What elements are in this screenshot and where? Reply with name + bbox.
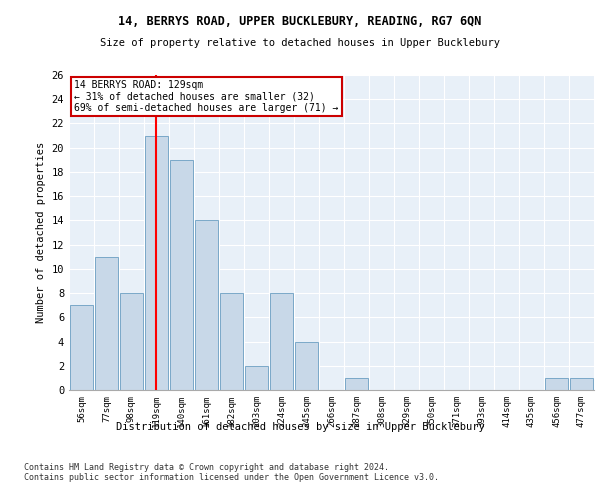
Bar bbox=[245, 366, 268, 390]
Bar bbox=[95, 256, 118, 390]
Bar bbox=[145, 136, 169, 390]
Bar bbox=[119, 293, 143, 390]
Bar bbox=[194, 220, 218, 390]
Bar bbox=[545, 378, 568, 390]
Text: Contains HM Land Registry data © Crown copyright and database right 2024.
Contai: Contains HM Land Registry data © Crown c… bbox=[24, 462, 439, 482]
Bar bbox=[569, 378, 593, 390]
Text: Size of property relative to detached houses in Upper Bucklebury: Size of property relative to detached ho… bbox=[100, 38, 500, 48]
Bar bbox=[70, 305, 94, 390]
Bar bbox=[269, 293, 293, 390]
Bar bbox=[344, 378, 368, 390]
Text: 14, BERRYS ROAD, UPPER BUCKLEBURY, READING, RG7 6QN: 14, BERRYS ROAD, UPPER BUCKLEBURY, READI… bbox=[118, 15, 482, 28]
Y-axis label: Number of detached properties: Number of detached properties bbox=[36, 142, 46, 323]
Text: Distribution of detached houses by size in Upper Bucklebury: Distribution of detached houses by size … bbox=[116, 422, 484, 432]
Bar bbox=[295, 342, 319, 390]
Bar bbox=[220, 293, 244, 390]
Bar bbox=[170, 160, 193, 390]
Text: 14 BERRYS ROAD: 129sqm
← 31% of detached houses are smaller (32)
69% of semi-det: 14 BERRYS ROAD: 129sqm ← 31% of detached… bbox=[74, 80, 338, 113]
